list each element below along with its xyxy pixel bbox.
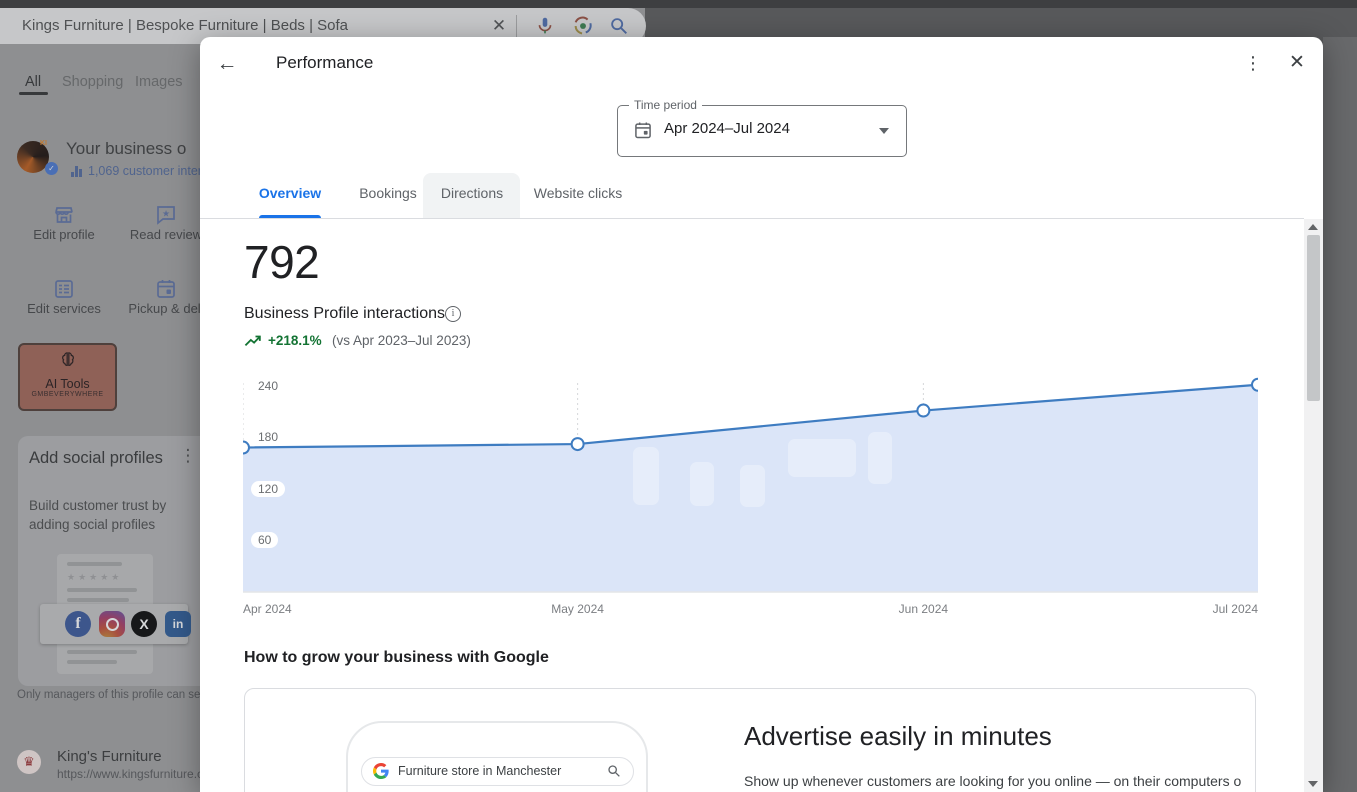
linkedin-icon: in [165, 611, 191, 637]
serp-tab-shopping: Shopping [62, 74, 124, 90]
serp-tab-underline [19, 92, 48, 95]
promo-body: Show up whenever customers are looking f… [744, 773, 1241, 789]
x-axis-tick: Jul 2024 [1212, 602, 1258, 616]
y-axis-tick: 120 [251, 480, 286, 497]
business-name: King's Furniture [57, 748, 162, 765]
business-heading: Your business o [66, 139, 187, 158]
y-axis-tick: 240 [251, 377, 286, 394]
y-axis-tick: 60 [251, 532, 279, 549]
chart-watermark [740, 465, 765, 507]
close-icon[interactable]: ✕ [1289, 52, 1305, 73]
chart-watermark [633, 447, 659, 505]
privacy-note: Only managers of this profile can see [17, 689, 207, 701]
dialog-title: Performance [276, 53, 374, 72]
instagram-icon [99, 611, 125, 637]
review-icon: ★ [154, 203, 178, 227]
x-axis-tick: Apr 2024 [243, 602, 292, 616]
ai-tools-card: AI Tools GMBEVERYWHERE [18, 343, 117, 411]
chart-watermark [690, 462, 714, 506]
business-avatar [17, 141, 49, 173]
clear-search-icon: ✕ [491, 16, 507, 35]
x-axis-tick: May 2024 [551, 602, 604, 616]
tab-directions[interactable]: Directions [440, 185, 504, 201]
dialog-tabs: Overview Bookings Directions Website cli… [200, 172, 1304, 219]
edit-services-button: Edit services [27, 301, 101, 316]
scroll-down-arrow[interactable] [1308, 781, 1318, 787]
mock-search-bar: Furniture store in Manchester [361, 757, 634, 786]
facebook-icon: f [65, 611, 91, 637]
calendar-icon [633, 120, 653, 145]
info-icon[interactable]: i [445, 306, 461, 322]
serp-tab-images: Images [135, 74, 183, 90]
more-menu-icon[interactable]: ⋮ [1244, 53, 1262, 73]
x-icon: X [131, 611, 157, 637]
y-axis-tick: 180 [251, 429, 286, 446]
mock-search-text: Furniture store in Manchester [398, 764, 562, 778]
time-period-select[interactable]: Time period Apr 2024–Jul 2024 [617, 98, 907, 157]
customer-interactions-link: 1,069 customer interac [88, 164, 216, 178]
chart-watermark [868, 432, 892, 484]
promo-title: Advertise easily in minutes [744, 721, 1052, 751]
chart-watermark [788, 439, 856, 477]
business-logo-small: ♛ [17, 750, 41, 774]
x-axis-tick: Jun 2024 [898, 602, 949, 616]
read-reviews-button: Read review [129, 227, 203, 242]
calendar-icon [154, 277, 178, 301]
tab-website-clicks[interactable]: Website clicks [533, 185, 623, 201]
ai-tools-label: AI Tools [45, 377, 90, 391]
search-icon [608, 15, 630, 37]
verified-badge-icon: ✓ [45, 162, 58, 175]
metric-value: 792 [244, 236, 320, 288]
microphone-icon [534, 15, 556, 37]
storefront-icon [52, 203, 76, 227]
browser-top-edge [0, 0, 1357, 8]
promo-card: Furniture store in Manchester Advertise … [244, 688, 1256, 792]
social-profiles-card: Add social profiles ⋮ Build customer tru… [18, 436, 214, 686]
serp-tab-all: All [25, 74, 42, 90]
chevron-down-icon [879, 128, 889, 134]
scroll-up-arrow[interactable] [1308, 224, 1318, 230]
grow-section-heading: How to grow your business with Google [244, 649, 549, 666]
more-options-icon: ⋮ [179, 446, 197, 465]
metric-label: Business Profile interactions [244, 305, 445, 322]
scrollbar-thumb[interactable] [1307, 235, 1320, 401]
tab-bookings[interactable]: Bookings [359, 185, 417, 201]
social-card-body: Build customer trust by adding social pr… [29, 498, 167, 532]
pickup-delivery-button: Pickup & deli [128, 301, 204, 316]
phone-illustration: Furniture store in Manchester [346, 721, 648, 792]
interactions-chart: 60 120 180 240 Apr 2024 May 2024 Jun 2024 Jul … [243, 377, 1258, 617]
edit-profile-button: Edit profile [33, 227, 95, 242]
dialog-scrollbar[interactable] [1304, 219, 1323, 792]
chart-svg [243, 377, 1258, 593]
time-period-label: Time period [629, 98, 702, 112]
trending-up-icon [244, 334, 262, 352]
active-tab-underline [259, 215, 321, 218]
search-query-text: Kings Furniture | Bespoke Furniture | Be… [22, 17, 349, 34]
metric-comparison: (vs Apr 2023–Jul 2023) [332, 333, 471, 348]
bar-chart-icon [71, 166, 83, 177]
avatar-badge: KI [40, 140, 47, 147]
tab-hover-bg [423, 173, 520, 218]
google-g-icon [373, 763, 389, 784]
dimmed-page-right [1323, 37, 1357, 792]
business-url: https://www.kingsfurniture.c [57, 767, 204, 781]
back-arrow-icon[interactable]: ← [216, 52, 238, 75]
magnifier-icon [606, 763, 622, 784]
search-bar-divider [516, 15, 517, 37]
google-lens-icon [572, 15, 594, 37]
svg-text:★: ★ [162, 209, 170, 219]
social-card-title: Add social profiles [29, 449, 163, 467]
ai-tools-source: GMBEVERYWHERE [31, 391, 104, 398]
tab-overview[interactable]: Overview [258, 185, 322, 201]
time-period-value: Apr 2024–Jul 2024 [664, 120, 790, 137]
services-icon [52, 277, 76, 301]
performance-dialog: ← Performance ⋮ ✕ Time period Apr 2024–J… [200, 37, 1323, 792]
brain-icon [20, 350, 115, 375]
metric-change: +218.1% [268, 333, 322, 348]
